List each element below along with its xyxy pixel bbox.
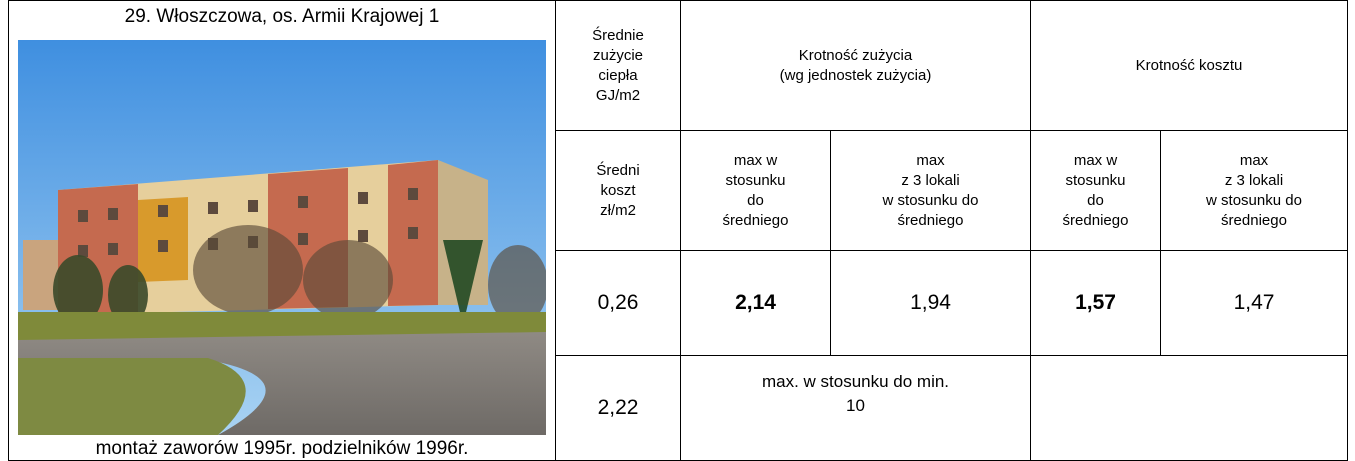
- cell-text: zużycie: [592, 46, 644, 64]
- header-cell: Średnie zużycie ciepła GJ/m2: [555, 0, 681, 131]
- cell-text: GJ/m2: [595, 86, 641, 104]
- empty-cell: [1030, 355, 1348, 461]
- cell-text: max: [1239, 151, 1269, 169]
- cell-text: 1,47: [1233, 291, 1275, 314]
- cell-text: stosunku: [725, 171, 786, 189]
- cell-text: w stosunku do: [882, 191, 979, 209]
- cell-text: max w: [1073, 151, 1118, 169]
- cell-text: ciepła: [598, 66, 638, 84]
- cell-text: max: [916, 151, 945, 169]
- value-cell: max. w stosunku do min. 10: [680, 355, 1031, 461]
- cell-text: do: [1087, 191, 1104, 209]
- building-title: 29. Włoszczowa, os. Armii Krajowej 1: [124, 6, 440, 27]
- value-cell: 1,47: [1160, 250, 1348, 356]
- cell-text: średniego: [1221, 211, 1287, 229]
- cell-text: Średnie: [592, 26, 644, 44]
- cell-text: 1,94: [910, 291, 951, 314]
- cell-text: 2,14: [735, 291, 776, 314]
- building-caption: montaż zaworów 1995r. podzielników 1996r…: [95, 438, 469, 459]
- cell-text: koszt: [600, 181, 636, 199]
- cell-text: Krotność kosztu: [1135, 56, 1243, 74]
- subheader-cell: Średni koszt zł/m2: [555, 130, 681, 251]
- cell-text: 10: [846, 396, 865, 415]
- value-cell: 2,14: [680, 250, 831, 356]
- cell-text: średniego: [897, 211, 964, 229]
- cell-text: z 3 lokali: [1224, 171, 1284, 189]
- cell-text: max. w stosunku do min.: [761, 372, 950, 391]
- cell-text: średniego: [722, 211, 789, 229]
- cell-text: 0,26: [597, 291, 639, 314]
- cell-text: zł/m2: [600, 201, 636, 219]
- value-cell: 1,57: [1030, 250, 1161, 356]
- cell-text: do: [747, 191, 764, 209]
- cell-text: z 3 lokali: [901, 171, 960, 189]
- cell-text: w stosunku do: [1206, 191, 1302, 209]
- cell-text: 2,22: [597, 396, 639, 419]
- subheader-cell: max z 3 lokali w stosunku do średniego: [1160, 130, 1348, 251]
- building-photo: [18, 40, 546, 435]
- cell-text: 1,57: [1075, 291, 1116, 314]
- cell-text: średniego: [1062, 211, 1129, 229]
- cell-text: max w: [733, 151, 778, 169]
- cell-text: Średni: [596, 161, 640, 179]
- cell-text: stosunku: [1065, 171, 1126, 189]
- cell-text: Krotność zużycia: [798, 46, 913, 64]
- value-cell: 0,26: [555, 250, 681, 356]
- subheader-cell: max w stosunku do średniego: [680, 130, 831, 251]
- header-cell: Krotność kosztu: [1030, 0, 1348, 131]
- subheader-cell: max w stosunku do średniego: [1030, 130, 1161, 251]
- cell-text: (wg jednostek zużycia): [779, 66, 932, 84]
- header-cell: Krotność zużycia (wg jednostek zużycia): [680, 0, 1031, 131]
- value-cell: 2,22: [555, 355, 681, 461]
- value-cell: 1,94: [830, 250, 1031, 356]
- subheader-cell: max z 3 lokali w stosunku do średniego: [830, 130, 1031, 251]
